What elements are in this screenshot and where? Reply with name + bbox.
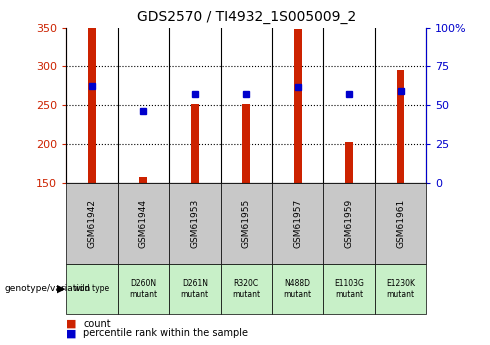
Text: E1103G
mutant: E1103G mutant [334, 279, 364, 299]
Bar [323, 264, 375, 314]
Text: GSM61942: GSM61942 [87, 199, 97, 248]
Bar [118, 264, 169, 314]
Bar [272, 183, 323, 264]
Bar [397, 70, 404, 183]
Bar [169, 264, 220, 314]
Text: R320C
mutant: R320C mutant [232, 279, 260, 299]
Text: percentile rank within the sample: percentile rank within the sample [83, 328, 248, 338]
Text: count: count [83, 319, 111, 328]
Text: GSM61961: GSM61961 [396, 199, 405, 248]
Text: D261N
mutant: D261N mutant [181, 279, 209, 299]
Text: GSM61953: GSM61953 [190, 199, 199, 248]
Bar [243, 104, 250, 183]
Bar [345, 142, 353, 183]
Bar [294, 29, 301, 183]
Bar [272, 264, 323, 314]
Title: GDS2570 / TI4932_1S005009_2: GDS2570 / TI4932_1S005009_2 [137, 10, 356, 24]
Text: wild type: wild type [74, 284, 109, 294]
Text: E1230K
mutant: E1230K mutant [386, 279, 415, 299]
Text: ▶: ▶ [57, 284, 66, 294]
Bar [140, 177, 147, 183]
Bar [88, 28, 96, 183]
Bar [169, 183, 220, 264]
Bar [375, 183, 426, 264]
Text: GSM61959: GSM61959 [344, 199, 354, 248]
Text: ■: ■ [66, 319, 76, 328]
Text: ■: ■ [66, 328, 76, 338]
Bar [220, 183, 272, 264]
Bar [66, 183, 118, 264]
Bar [66, 264, 118, 314]
Text: GSM61944: GSM61944 [139, 199, 148, 248]
Bar [220, 264, 272, 314]
Text: GSM61955: GSM61955 [242, 199, 251, 248]
Text: D260N
mutant: D260N mutant [129, 279, 157, 299]
Bar [375, 264, 426, 314]
Bar [118, 183, 169, 264]
Text: genotype/variation: genotype/variation [5, 284, 91, 294]
Bar [323, 183, 375, 264]
Text: N488D
mutant: N488D mutant [284, 279, 312, 299]
Bar [191, 104, 198, 183]
Text: GSM61957: GSM61957 [293, 199, 302, 248]
